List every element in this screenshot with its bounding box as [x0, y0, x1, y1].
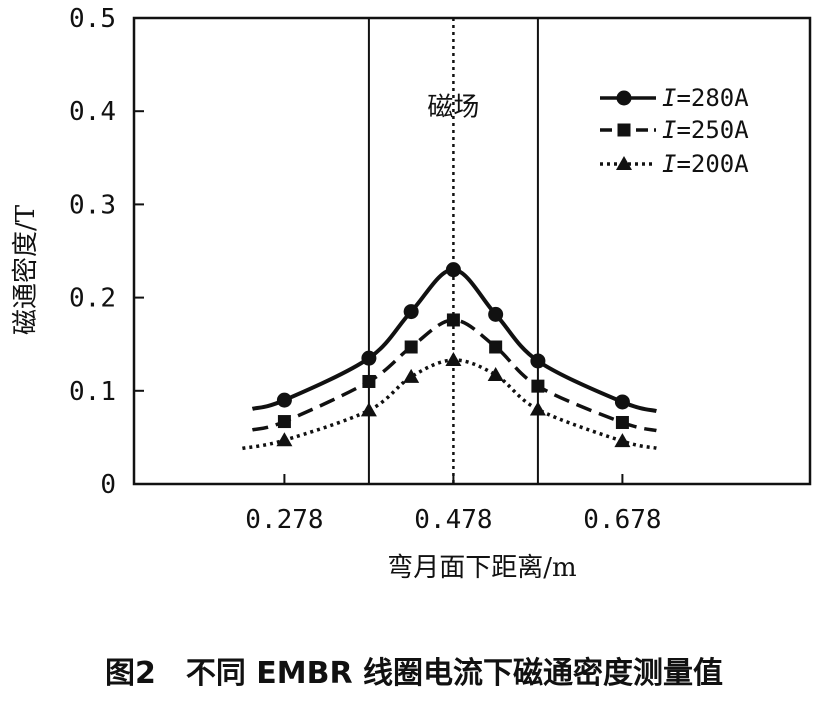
legend-marker-280a — [616, 90, 632, 106]
legend-label-200A: I=200A — [662, 150, 749, 178]
annotation-magnetic-field: 磁场 — [427, 93, 479, 123]
legend-label-250A: I=250A — [662, 116, 749, 144]
x-tick-label: 0.278 — [245, 505, 323, 535]
series-line-250a — [251, 318, 657, 433]
data-point-250a — [531, 379, 545, 393]
data-point-200a — [276, 432, 293, 447]
data-point-250a — [615, 415, 629, 429]
data-point-250a — [489, 340, 503, 354]
data-point-280a — [614, 394, 630, 410]
data-point-200a — [360, 402, 377, 417]
data-point-280a — [361, 350, 377, 366]
legend-marker-250a — [617, 123, 631, 137]
x-axis-label: 弯月面下距离/m — [387, 553, 576, 583]
data-point-280a — [276, 392, 292, 408]
data-point-280a — [445, 262, 461, 278]
data-point-200a — [403, 368, 420, 383]
data-point-280a — [403, 304, 419, 320]
y-tick-label: 0.3 — [69, 190, 116, 220]
y-axis-label: 磁通密度/T — [11, 204, 41, 335]
figure-caption: 图2 不同 EMBR 线圈电流下磁通密度测量值 — [104, 656, 724, 691]
y-tick-label: 0.1 — [69, 377, 116, 407]
data-point-280a — [530, 353, 546, 369]
legend-label-280A: I=280A — [662, 84, 749, 112]
series-line-200a — [242, 358, 657, 451]
data-point-250a — [362, 374, 376, 388]
legend-marker-200a — [616, 156, 632, 170]
x-tick-label: 0.678 — [583, 505, 661, 535]
plot-frame — [132, 16, 812, 486]
x-tick-label: 0.478 — [414, 505, 492, 535]
data-point-200a — [529, 401, 546, 416]
y-tick-label: 0.4 — [69, 97, 116, 127]
data-point-280a — [488, 306, 504, 322]
data-point-200a — [445, 352, 462, 367]
data-point-200a — [614, 433, 631, 448]
legend: I=280A I=250A I=200A — [662, 84, 749, 178]
data-point-250a — [404, 340, 418, 354]
data-point-250a — [277, 415, 291, 429]
y-tick-label: 0.5 — [69, 4, 116, 34]
data-point-200a — [487, 366, 504, 381]
y-tick-label: 0.2 — [69, 284, 116, 314]
y-tick-label: 0 — [100, 470, 116, 500]
data-point-250a — [446, 313, 460, 327]
